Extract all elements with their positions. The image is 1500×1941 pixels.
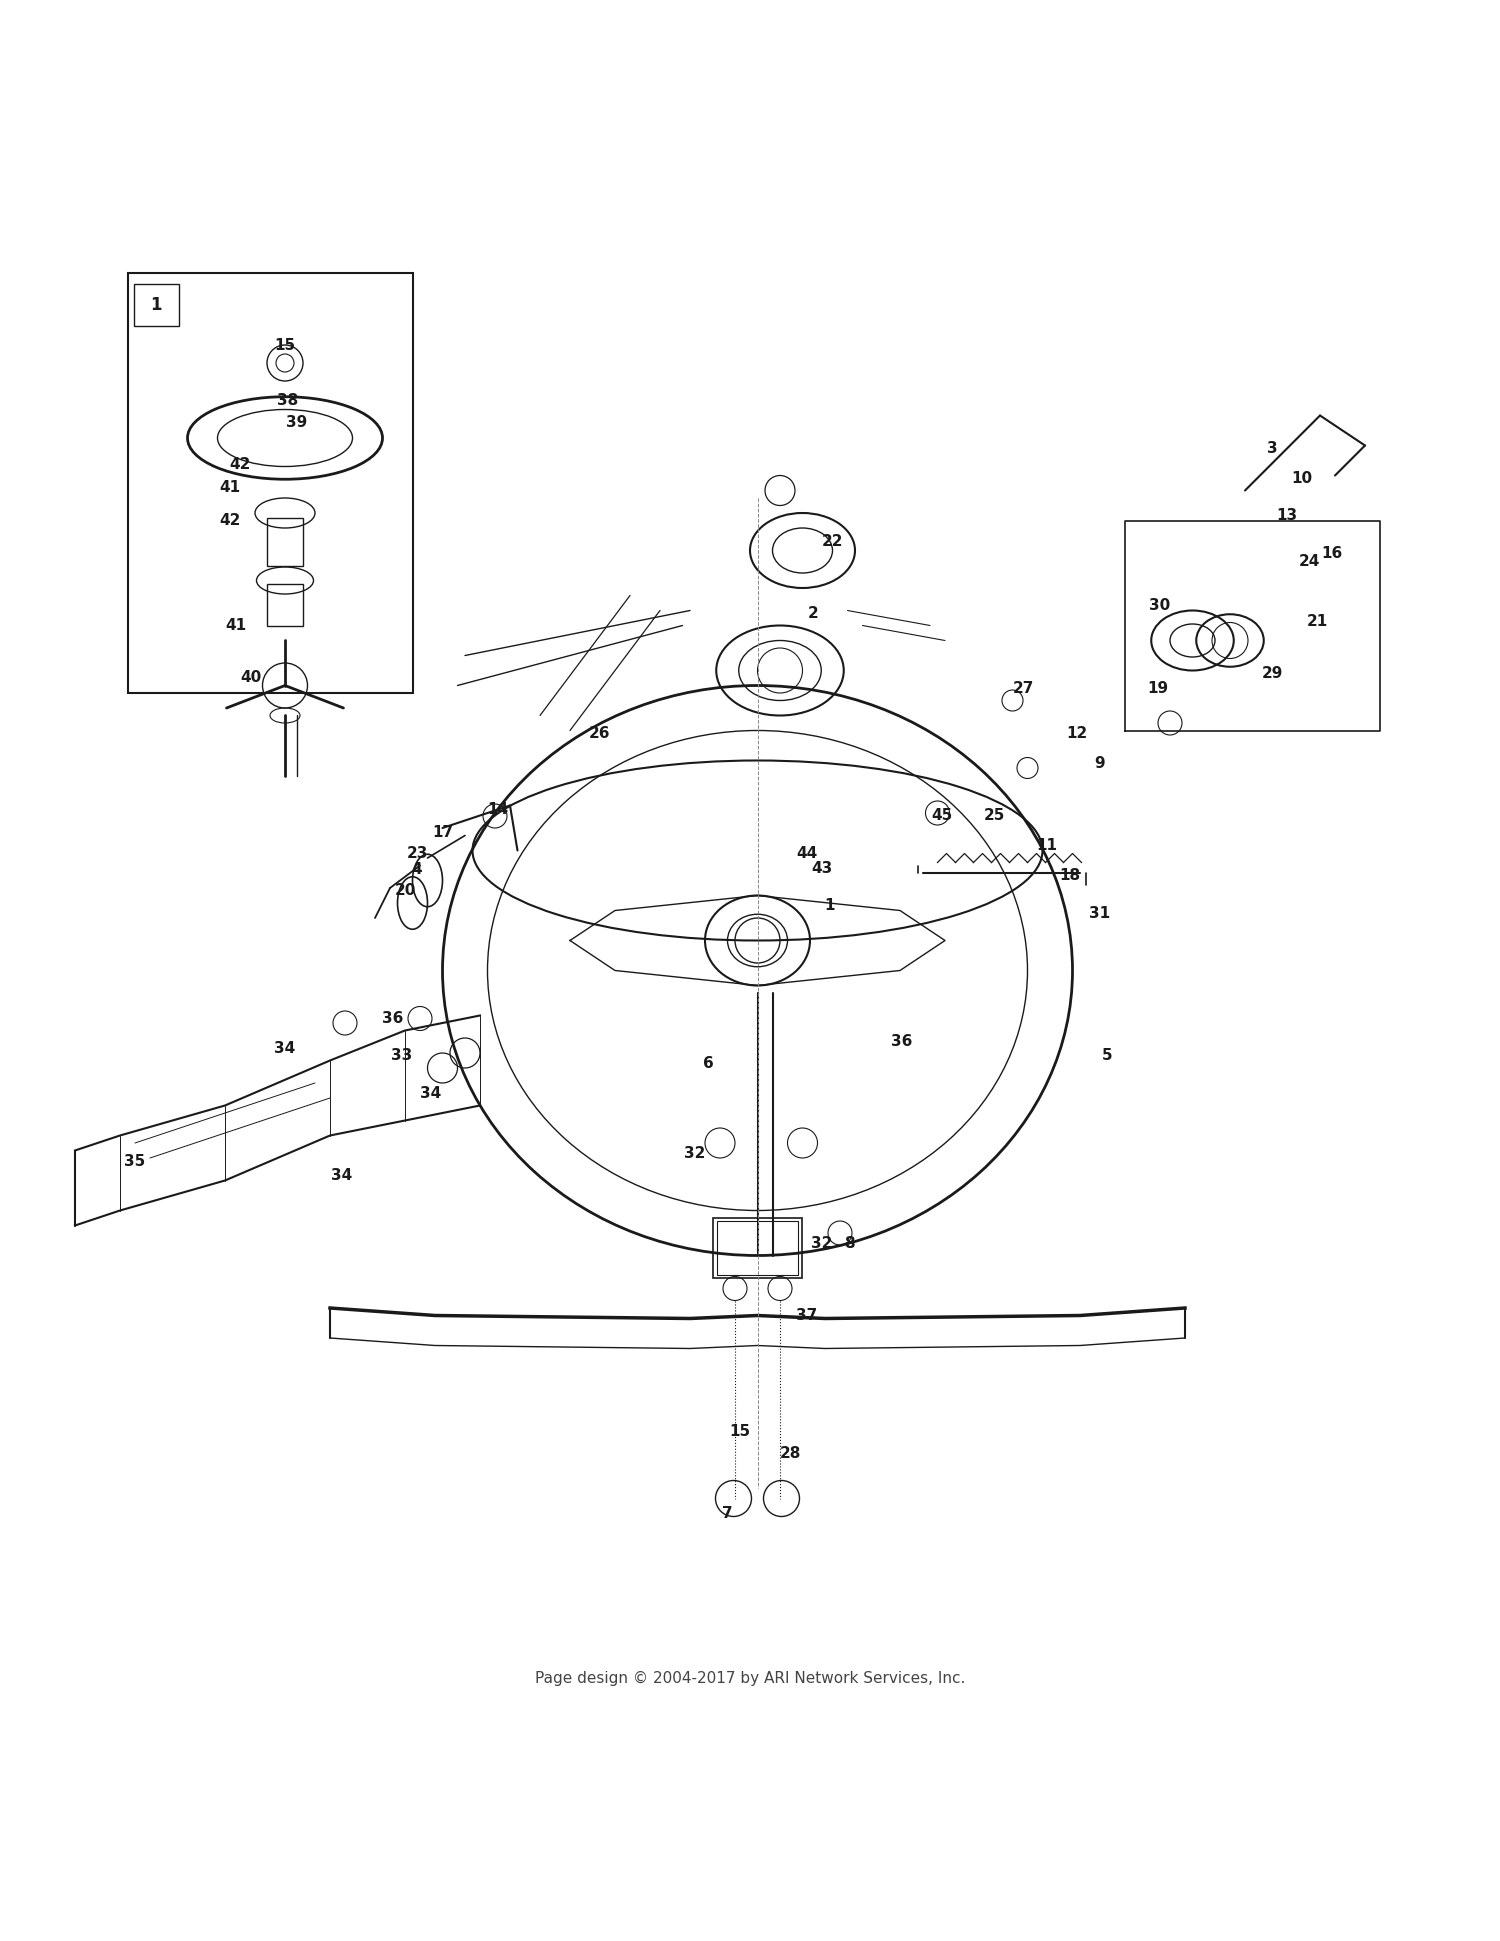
- Text: 39: 39: [286, 415, 308, 431]
- Text: 44: 44: [796, 846, 818, 862]
- Text: 15: 15: [729, 1423, 750, 1438]
- Text: 19: 19: [1148, 681, 1168, 697]
- Text: 32: 32: [812, 1236, 832, 1252]
- Text: 34: 34: [274, 1040, 296, 1056]
- FancyBboxPatch shape: [134, 283, 178, 326]
- Bar: [717, 1221, 798, 1275]
- Text: 21: 21: [1306, 613, 1328, 629]
- Text: 2: 2: [807, 606, 819, 621]
- Text: 10: 10: [1292, 472, 1312, 485]
- Text: 34: 34: [420, 1087, 441, 1101]
- FancyBboxPatch shape: [128, 274, 412, 693]
- Text: 38: 38: [278, 392, 298, 408]
- Text: 7: 7: [722, 1506, 734, 1522]
- Text: 37: 37: [796, 1308, 818, 1324]
- Text: 30: 30: [1149, 598, 1170, 613]
- Text: 5: 5: [1101, 1048, 1113, 1064]
- Text: 18: 18: [1059, 868, 1080, 883]
- Text: 16: 16: [1322, 545, 1342, 561]
- Text: 4: 4: [411, 862, 423, 877]
- Text: 24: 24: [1299, 553, 1320, 569]
- Text: 6: 6: [702, 1056, 714, 1071]
- Text: 41: 41: [225, 617, 246, 633]
- Text: 11: 11: [1036, 839, 1058, 854]
- Text: 43: 43: [812, 862, 832, 875]
- Bar: [267, 518, 303, 565]
- Text: 41: 41: [219, 479, 240, 495]
- Text: 42: 42: [219, 512, 240, 528]
- Text: 8: 8: [843, 1236, 855, 1252]
- Text: 13: 13: [1276, 509, 1298, 524]
- Text: 22: 22: [822, 534, 843, 549]
- Text: 17: 17: [432, 825, 453, 840]
- Text: 34: 34: [332, 1168, 352, 1184]
- Text: 28: 28: [780, 1446, 801, 1462]
- Text: 42: 42: [230, 458, 251, 472]
- Text: 27: 27: [1013, 681, 1034, 697]
- Text: 25: 25: [984, 809, 1005, 823]
- Text: 26: 26: [590, 726, 610, 741]
- Text: 1: 1: [150, 295, 162, 314]
- Text: 35: 35: [124, 1153, 146, 1168]
- Text: 3: 3: [1266, 441, 1278, 456]
- Bar: [267, 584, 303, 625]
- Text: 36: 36: [891, 1033, 912, 1048]
- Text: 33: 33: [392, 1048, 412, 1064]
- Text: 31: 31: [1089, 906, 1110, 920]
- Text: 20: 20: [394, 883, 416, 899]
- Text: 1: 1: [825, 899, 836, 914]
- Bar: [712, 1219, 803, 1277]
- Text: 45: 45: [932, 809, 952, 823]
- Text: 15: 15: [274, 338, 296, 353]
- Text: 14: 14: [488, 802, 508, 817]
- Text: 32: 32: [684, 1145, 705, 1161]
- Text: 40: 40: [240, 670, 261, 685]
- Text: 9: 9: [1094, 755, 1106, 771]
- Text: 29: 29: [1262, 666, 1282, 681]
- Text: 23: 23: [406, 846, 427, 862]
- Text: 12: 12: [1066, 726, 1088, 741]
- Text: Page design © 2004-2017 by ARI Network Services, Inc.: Page design © 2004-2017 by ARI Network S…: [536, 1671, 964, 1687]
- Text: 36: 36: [382, 1011, 404, 1027]
